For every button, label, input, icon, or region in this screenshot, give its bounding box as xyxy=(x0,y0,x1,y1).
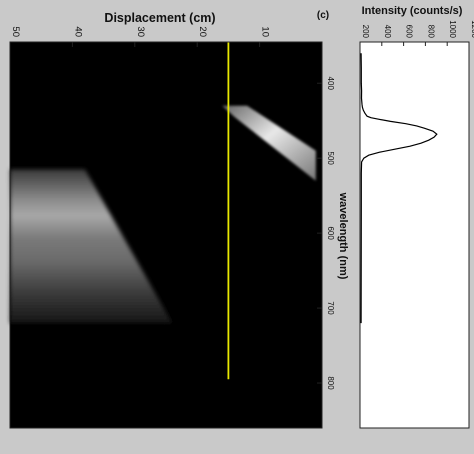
heatmap-x-tick-label: 10 xyxy=(260,26,271,37)
heatmap-x-axis-ticks: 50 40 30 20 10 xyxy=(9,26,271,47)
intensity-x-tick-label: 200 xyxy=(361,25,370,39)
intensity-x-tick-label: 800 xyxy=(426,25,435,39)
intensity-x-tick-label: 400 xyxy=(383,25,392,39)
intensity-line xyxy=(360,53,438,324)
panel-label: (c) xyxy=(317,10,329,21)
heatmap-x-axis-label: Displacement (cm) xyxy=(104,11,215,25)
heatmap-y-tick-label: 500 xyxy=(326,151,335,165)
narrow-bright-band xyxy=(222,105,316,181)
heatmap-regions xyxy=(10,105,316,324)
heatmap-y-tick-label: 800 xyxy=(326,376,335,390)
heatmap-y-axis-ticks: 400 500 600 700 800 xyxy=(317,77,335,390)
heatmap-x-tick-label: 20 xyxy=(197,26,208,37)
heatmap-y-tick-label: 400 xyxy=(326,77,335,91)
heatmap-y-tick-label: 700 xyxy=(326,301,335,315)
intensity-plot-area xyxy=(359,41,470,429)
heatmap-x-tick-label: 50 xyxy=(10,26,21,37)
intensity-x-tick-label: 1200 xyxy=(470,20,474,38)
heatmap-y-tick-label: 600 xyxy=(326,226,335,240)
heatmap-x-tick-label: 30 xyxy=(135,26,146,37)
heatmap-x-tick-label: 40 xyxy=(72,26,83,37)
heatmap-frame xyxy=(9,41,323,429)
heatmap-y-axis-label: wavelength (nm) xyxy=(337,192,349,280)
intensity-x-axis-label: Intensity (counts/s) xyxy=(362,5,463,17)
intensity-x-tick-label: 600 xyxy=(405,25,414,39)
intensity-x-axis-ticks: 200 400 600 800 1000 1200 xyxy=(359,20,474,46)
intensity-x-tick-label: 1000 xyxy=(448,20,457,38)
broad-bright-band xyxy=(10,169,173,324)
